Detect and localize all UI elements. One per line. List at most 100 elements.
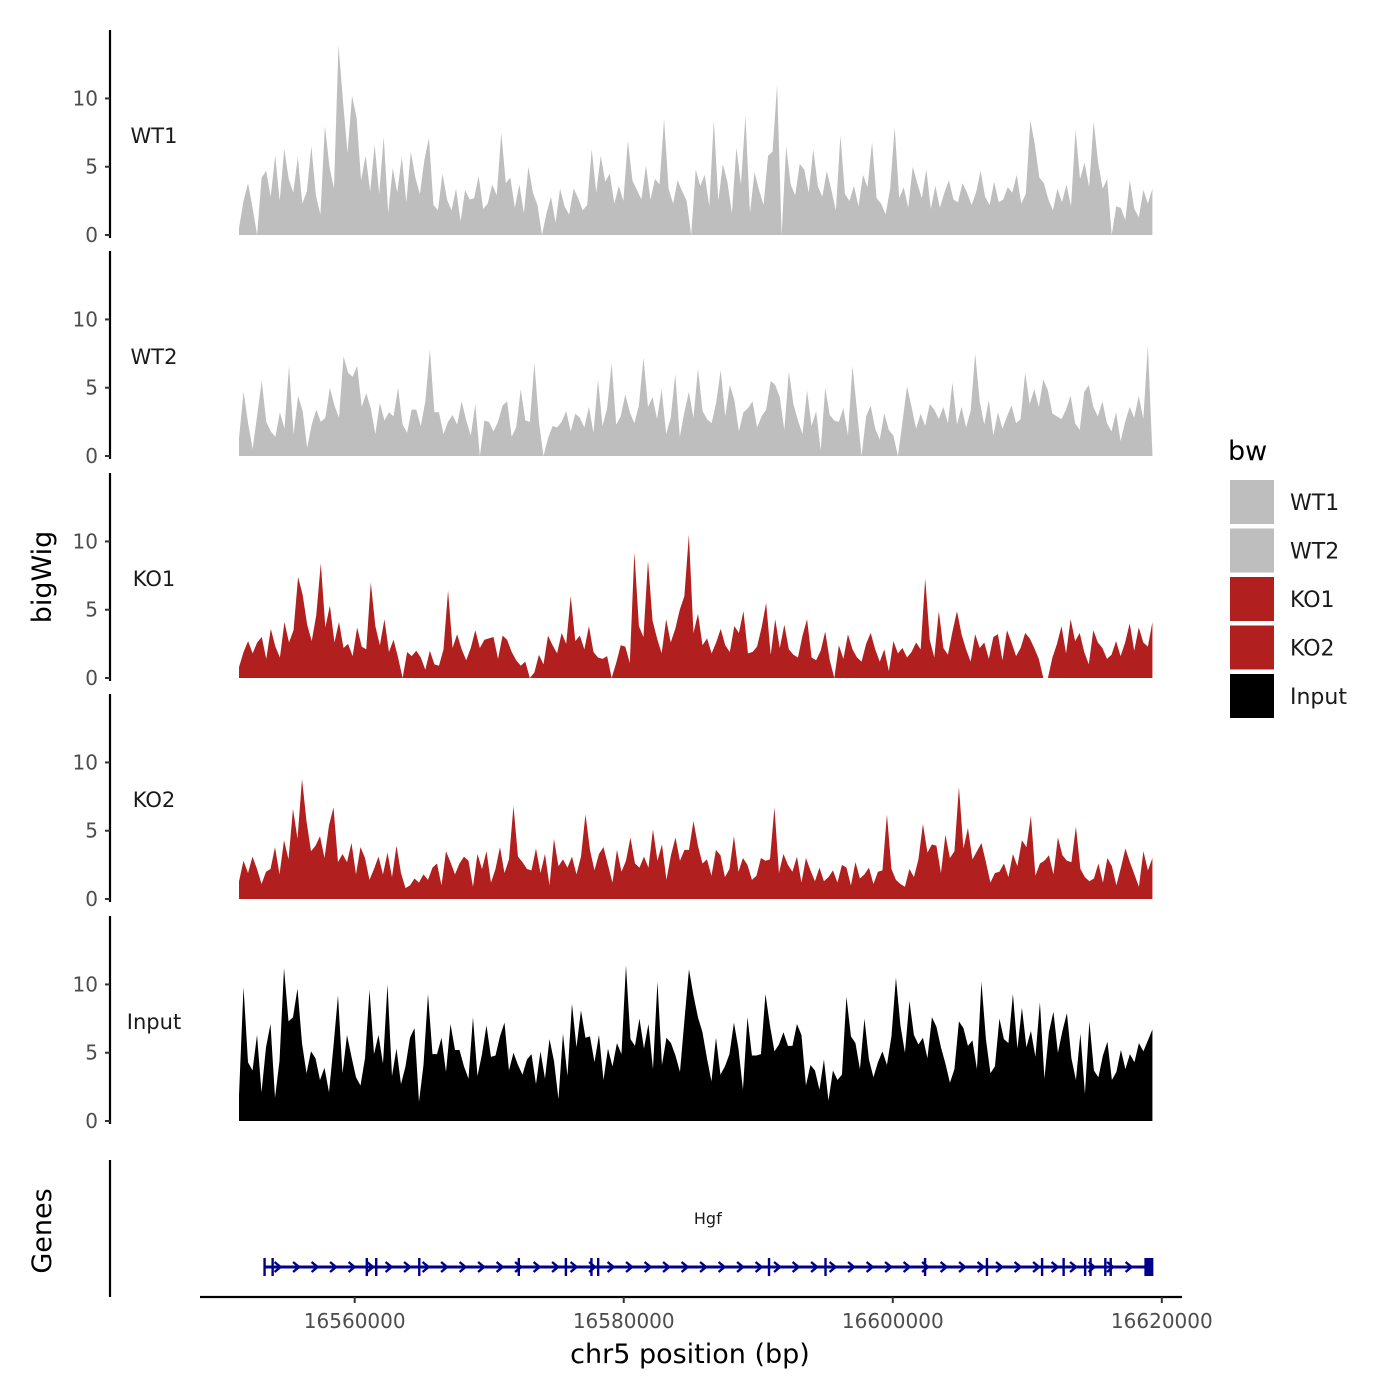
y-tick-label: 5 — [85, 376, 98, 400]
track-label-wt2: WT2 — [131, 345, 178, 369]
legend-label-input: Input — [1290, 685, 1347, 710]
track-ko2: 0 5 10 KO2 — [73, 694, 1153, 911]
strand-arrow — [1124, 1261, 1134, 1273]
exon-mark — [375, 1258, 378, 1276]
signal-area-wt2 — [239, 345, 1153, 456]
genes-axis-title: Genes — [27, 1188, 58, 1273]
strand-arrow — [847, 1261, 856, 1273]
strand-arrow — [458, 1261, 468, 1273]
strand-arrow — [717, 1261, 727, 1273]
exon-mark — [263, 1258, 266, 1276]
strand-arrow — [736, 1261, 745, 1273]
strand-arrow — [310, 1261, 320, 1273]
strand-arrow — [643, 1261, 653, 1273]
exon-mark — [564, 1258, 568, 1276]
y-tick-label: 0 — [85, 887, 98, 911]
strand-arrow — [347, 1261, 357, 1273]
exon-mark — [365, 1258, 369, 1276]
strand-arrow — [773, 1261, 782, 1273]
y-tick-label: 0 — [85, 223, 98, 247]
exon-mark — [1104, 1258, 1107, 1276]
y-tick-label: 10 — [73, 972, 98, 996]
strand-arrow — [292, 1261, 301, 1273]
strand-arrow — [625, 1261, 634, 1273]
strand-arrow — [403, 1261, 412, 1273]
exon-mark — [418, 1258, 421, 1276]
x-axis-title: chr5 position (bp) — [570, 1339, 810, 1370]
track-ko1: 0 5 10 KO1 — [73, 473, 1153, 690]
genes-panel: Hgf — [108, 1160, 1154, 1297]
exon-mark — [1062, 1258, 1065, 1276]
y-tick-label: 10 — [73, 307, 98, 331]
strand-arrow — [551, 1261, 560, 1273]
track-label-input: Input — [127, 1010, 181, 1034]
track-wt1: 0 5 10 WT1 — [73, 30, 1153, 247]
x-tick-label: 16600000 — [842, 1309, 944, 1333]
strand-arrow — [495, 1261, 505, 1273]
exon-mark — [923, 1258, 927, 1276]
legend-title: bw — [1228, 436, 1267, 467]
strand-arrow — [884, 1261, 893, 1273]
y-tick-label: 10 — [73, 86, 98, 110]
strand-arrow — [1032, 1261, 1041, 1273]
legend: WT1 WT2 KO1 KO2 Input — [1230, 480, 1347, 718]
y-tick-label: 10 — [73, 750, 98, 774]
legend-label-wt2: WT2 — [1290, 540, 1339, 565]
strand-arrow — [902, 1261, 912, 1273]
exon-mark — [590, 1258, 593, 1276]
exon-mark — [1083, 1258, 1087, 1276]
strand-arrow — [366, 1261, 375, 1273]
exon-mark — [271, 1258, 274, 1276]
strand-arrow — [384, 1261, 394, 1273]
exon-mark — [824, 1258, 827, 1276]
strand-arrow — [754, 1261, 764, 1273]
legend-label-wt1: WT1 — [1290, 491, 1339, 516]
signal-area-ko1 — [239, 534, 1153, 678]
signal-area-ko2 — [239, 778, 1153, 899]
strand-arrow — [569, 1261, 579, 1273]
strand-arrow — [1069, 1261, 1078, 1273]
legend-swatch-wt2 — [1230, 528, 1274, 573]
y-tick-label: 10 — [73, 529, 98, 553]
exon-mark — [596, 1258, 600, 1276]
strand-arrow — [440, 1261, 449, 1273]
x-tick-label: 16560000 — [304, 1309, 406, 1333]
legend-label-ko2: KO2 — [1290, 637, 1335, 662]
exon-mark — [985, 1258, 989, 1276]
x-axis: 16560000 16580000 16600000 16620000 — [200, 1295, 1213, 1333]
strand-arrow — [1050, 1261, 1060, 1273]
y-tick-label: 5 — [85, 819, 98, 843]
y-axis-title: bigWig — [27, 531, 58, 624]
legend-swatch-wt1 — [1230, 480, 1274, 524]
y-tick-label: 5 — [85, 598, 98, 622]
track-label-wt1: WT1 — [131, 124, 178, 148]
strand-arrow — [329, 1261, 338, 1273]
track-label-ko2: KO2 — [133, 788, 176, 812]
track-wt2: 0 5 10 WT2 — [73, 251, 1153, 468]
strand-arrow — [939, 1261, 949, 1273]
x-tick-label: 16580000 — [573, 1309, 675, 1333]
strand-arrow — [791, 1261, 801, 1273]
strand-arrow — [976, 1261, 986, 1273]
strand-arrow — [1106, 1261, 1115, 1273]
strand-arrow — [1013, 1261, 1023, 1273]
exon-mark — [1040, 1258, 1044, 1276]
exon-mark — [1089, 1258, 1092, 1276]
strand-arrow — [958, 1261, 967, 1273]
legend-swatch-input — [1230, 674, 1274, 718]
exon-mark — [1109, 1258, 1112, 1276]
strand-arrow — [477, 1261, 486, 1273]
strand-arrow — [810, 1261, 819, 1273]
signal-area-input — [239, 965, 1153, 1121]
bigwig-tracks: 0 5 10 WT1 0 5 10 WT2 0 5 10 KO1 0 5 10 KO2 0 5 10 Input — [73, 30, 1153, 1133]
strand-arrow — [662, 1261, 671, 1273]
strand-arrow — [995, 1261, 1004, 1273]
strand-arrow — [421, 1261, 431, 1273]
legend-swatch-ko2 — [1230, 625, 1274, 670]
signal-area-wt1 — [239, 45, 1153, 235]
strand-arrow — [532, 1261, 542, 1273]
legend-label-ko1: KO1 — [1290, 588, 1335, 613]
strand-arrow — [699, 1261, 708, 1273]
gene-label: Hgf — [694, 1209, 722, 1228]
